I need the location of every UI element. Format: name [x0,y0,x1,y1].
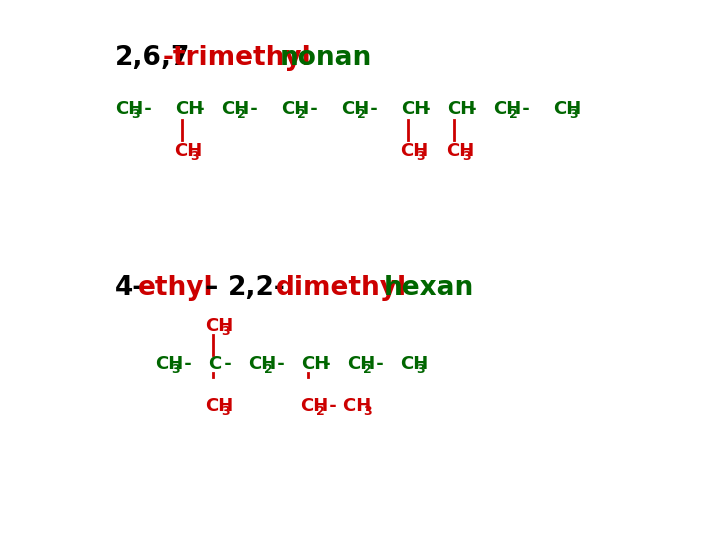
Text: -: - [218,355,238,373]
Text: CH: CH [115,100,143,118]
Text: 2: 2 [509,108,518,121]
Text: 2: 2 [237,108,246,121]
Text: CH: CH [347,355,375,373]
Text: 2,2-: 2,2- [228,275,286,301]
Text: CH: CH [493,100,521,118]
Text: 3: 3 [569,108,577,121]
Text: 4-: 4- [115,275,144,301]
Text: CH: CH [221,100,249,118]
Text: C: C [208,355,221,373]
Text: -: - [364,100,384,118]
Text: -: - [271,355,291,373]
Text: 3: 3 [462,150,471,163]
Text: -: - [244,100,264,118]
Text: 2: 2 [264,363,273,376]
Text: 2: 2 [357,108,366,121]
Text: 3: 3 [190,150,199,163]
Text: CH: CH [281,100,310,118]
Text: -: - [317,355,337,373]
Text: -trimethyl: -trimethyl [163,45,312,71]
Text: nonan: nonan [280,45,372,71]
Text: 2: 2 [316,405,325,418]
Text: dimethyl: dimethyl [276,275,407,301]
Text: 3: 3 [221,405,230,418]
Text: 2,6,7: 2,6,7 [115,45,190,71]
Text: CH: CH [447,100,475,118]
Text: 3: 3 [131,108,140,121]
Text: 2: 2 [297,108,306,121]
Text: CH: CH [401,100,429,118]
Text: CH: CH [341,100,369,118]
Text: -: - [178,355,198,373]
Text: CH: CH [446,142,474,160]
Text: -: - [138,100,158,118]
Text: -: - [304,100,324,118]
Text: 3: 3 [171,363,179,376]
Text: CH: CH [205,397,233,415]
Text: CH: CH [174,142,202,160]
Text: 2: 2 [363,363,372,376]
Text: -: - [463,100,483,118]
Text: CH: CH [300,397,328,415]
Text: hexan: hexan [384,275,474,301]
Text: -: - [417,100,437,118]
Text: 3: 3 [363,405,372,418]
Text: CH: CH [175,100,203,118]
Text: CH: CH [400,142,428,160]
Text: -: - [191,100,211,118]
Text: –: – [196,275,228,301]
Text: -: - [516,100,536,118]
Text: - CH: - CH [323,397,372,415]
Text: CH: CH [301,355,329,373]
Text: -: - [370,355,390,373]
Text: CH: CH [553,100,581,118]
Text: 3: 3 [221,325,230,338]
Text: 3: 3 [416,363,425,376]
Text: CH: CH [248,355,276,373]
Text: 3: 3 [416,150,425,163]
Text: CH: CH [155,355,184,373]
Text: CH: CH [400,355,428,373]
Text: ethyl: ethyl [138,275,214,301]
Text: CH: CH [205,317,233,335]
